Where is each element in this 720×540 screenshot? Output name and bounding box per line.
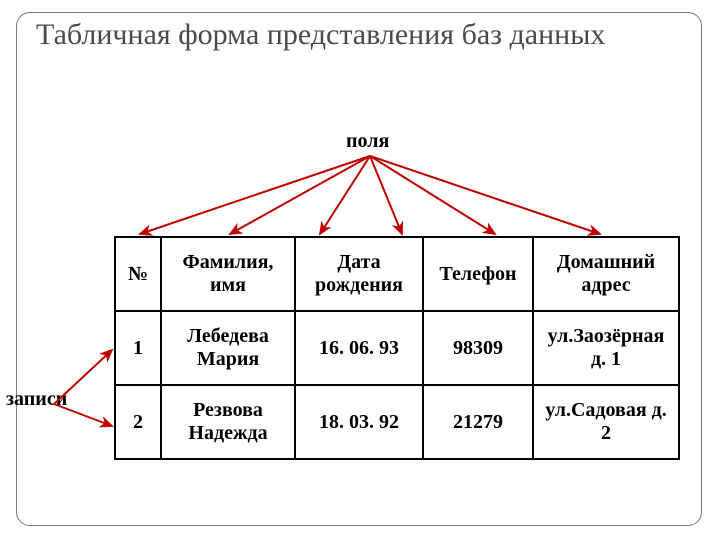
table-header-row: № Фамилия, имя Дата рождения Телефон Дом… <box>115 237 679 311</box>
fields-label: поля <box>346 130 389 153</box>
table-row: 2 Резвова Надежда 18. 03. 92 21279 ул.Са… <box>115 385 679 459</box>
slide-title: Табличная форма представления баз данных <box>36 18 676 53</box>
cell-phone: 98309 <box>423 311 533 385</box>
col-header-name: Фамилия, имя <box>161 237 295 311</box>
cell-phone: 21279 <box>423 385 533 459</box>
cell-num: 1 <box>115 311 161 385</box>
cell-addr: ул.Заозёрная д. 1 <box>533 311 679 385</box>
cell-name: Резвова Надежда <box>161 385 295 459</box>
col-header-num: № <box>115 237 161 311</box>
cell-name: Лебедева Мария <box>161 311 295 385</box>
table-row: 1 Лебедева Мария 16. 06. 93 98309 ул.Зао… <box>115 311 679 385</box>
records-label: записи <box>6 388 67 411</box>
cell-date: 16. 06. 93 <box>295 311 423 385</box>
database-table: № Фамилия, имя Дата рождения Телефон Дом… <box>114 236 680 460</box>
col-header-addr: Домашний адрес <box>533 237 679 311</box>
cell-addr: ул.Садовая д. 2 <box>533 385 679 459</box>
col-header-phone: Телефон <box>423 237 533 311</box>
col-header-date: Дата рождения <box>295 237 423 311</box>
cell-date: 18. 03. 92 <box>295 385 423 459</box>
cell-num: 2 <box>115 385 161 459</box>
